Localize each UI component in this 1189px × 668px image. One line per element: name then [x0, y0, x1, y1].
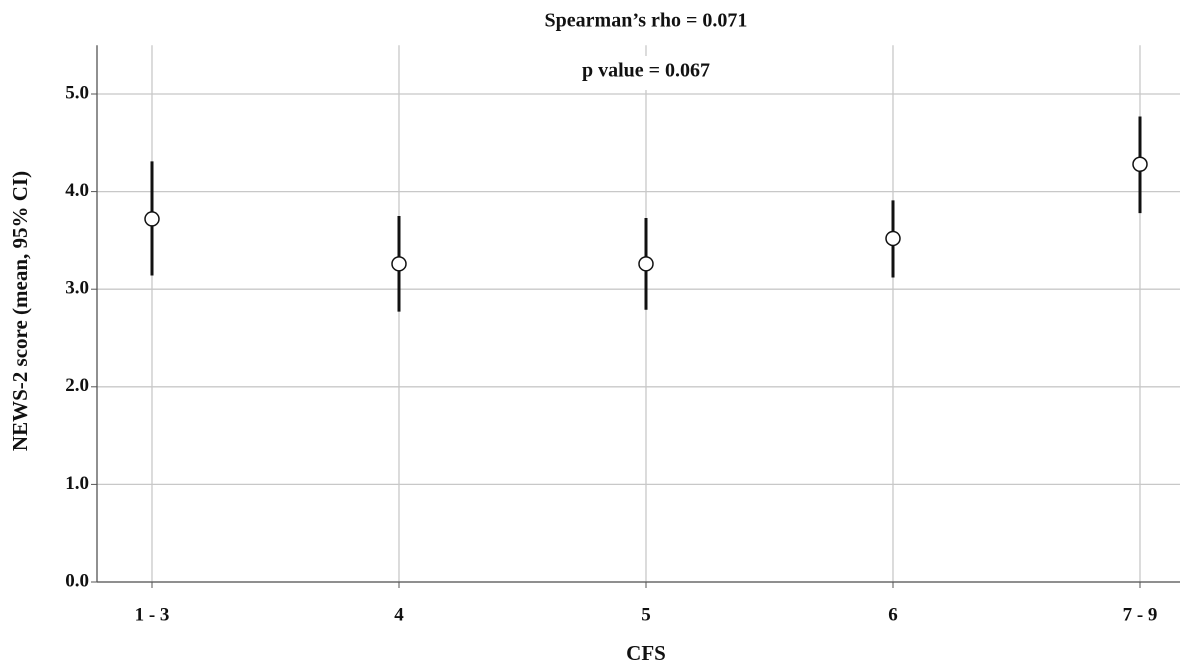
y-tick-label: 1.0	[65, 473, 89, 494]
annotation: Spearman’s rho = 0.071	[545, 10, 748, 32]
y-tick-label: 3.0	[65, 278, 89, 299]
x-axis-label: CFS	[626, 641, 666, 665]
mean-point	[1132, 156, 1148, 173]
x-tick-label: 7 - 9	[1123, 604, 1158, 625]
annotation-bg	[480, 6, 812, 40]
x-tick-label: 1 - 3	[135, 604, 170, 625]
x-tick-label: 6	[888, 604, 898, 625]
y-axis-label: NEWS-2 score (mean, 95% CI)	[8, 171, 32, 451]
mean-point	[638, 256, 654, 272]
y-tick-label: 0.0	[65, 570, 89, 591]
y-tick-label: 4.0	[65, 180, 89, 201]
mean-point	[885, 230, 901, 247]
mean-point	[144, 211, 160, 227]
x-tick-label: 4	[394, 604, 404, 625]
annotation: p value = 0.067	[582, 60, 710, 82]
x-tick-label: 5	[641, 604, 651, 625]
y-tick-label: 5.0	[65, 82, 89, 103]
y-tick-label: 2.0	[65, 375, 89, 396]
annotation-bg	[480, 56, 812, 90]
mean-point	[391, 256, 407, 272]
